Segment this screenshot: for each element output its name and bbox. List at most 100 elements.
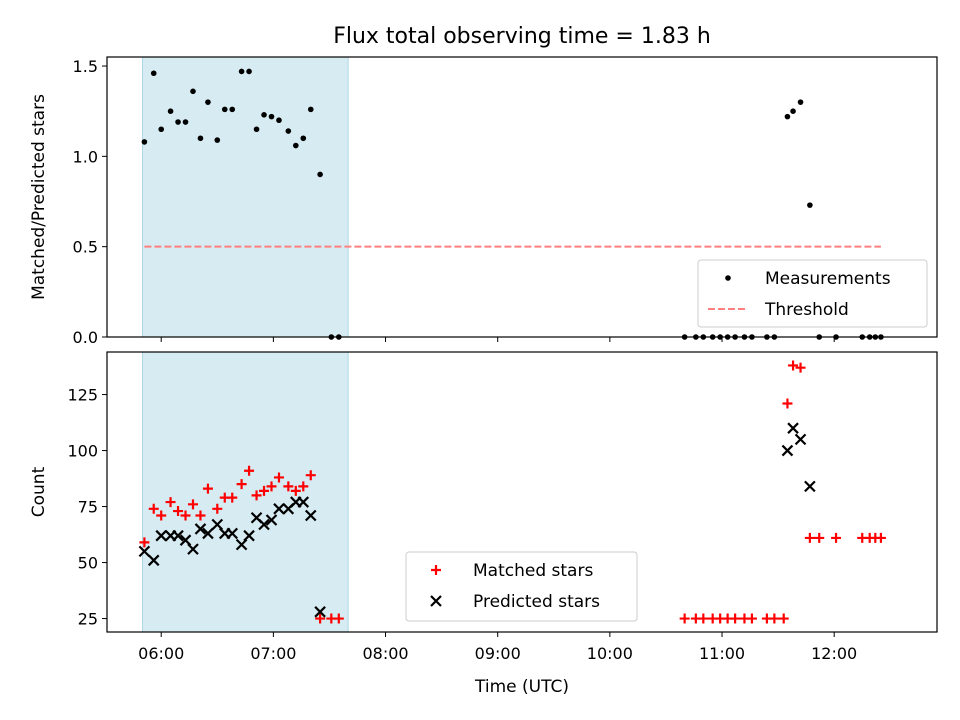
matched-star-point [266,481,277,492]
x-axis-label: Time (UTC) [474,677,569,697]
predicted-star-point [138,545,151,558]
y-tick-label: 125 [67,386,98,405]
x-tick-label: 11:00 [699,644,745,663]
matched-star-point [831,532,842,543]
predicted-star-point [304,509,317,522]
legend-label: Matched stars [473,561,593,581]
measurement-point [190,88,196,95]
measurement-point [797,99,804,105]
y-tick-label: 25 [78,610,98,629]
matched-star-point [156,510,167,521]
predicted-star-point [187,543,199,555]
matched-star-point [814,532,825,543]
legend-frame [697,259,928,328]
matched-star-point [244,465,255,476]
predicted-star-point [804,480,816,493]
matched-star-point [875,532,886,543]
matched-star-point [251,490,262,501]
y-tick-label: 75 [78,498,98,517]
matched-star-point [730,613,741,624]
x-tick-label: 07:00 [250,644,296,663]
predicted-star-point [314,606,326,618]
legend-label: Predicted stars [473,592,600,612]
legend: Measurements Threshold [697,259,928,328]
legend-marker [431,565,441,575]
observing-interval-shade [142,56,349,338]
matched-star-point [236,479,247,490]
y-tick-label: 0.5 [73,238,98,257]
axes-frame [106,56,938,338]
chart-title: Flux total observing time = 1.83 h [333,24,711,49]
predicted-star-point [258,518,270,531]
measurement-point [221,106,228,113]
predicted-star-point [194,523,207,535]
matched-star-point [259,485,270,496]
predicted-star-point [787,422,799,434]
measurement-point [141,139,148,145]
subplot-2: 06:00 07:00 08:00 09:00 10:00 11:00 12:00 25 50 7… [29,351,938,697]
matched-star-point [290,485,301,496]
matched-star-point [195,510,206,521]
matched-star-point [305,470,316,481]
matched-star-point [227,492,238,503]
matched-star-point [679,613,690,624]
y-tick-label: 1.5 [73,57,98,76]
predicted-star-point [147,554,160,567]
matched-star-point [333,613,344,624]
matched-star-point [139,537,150,548]
measurement-point [268,113,275,120]
predicted-star-point [781,444,794,457]
x-tick-label: 09:00 [475,644,521,663]
matched-star-point [180,510,191,521]
measurement-point [276,117,282,124]
matched-star-point [148,503,159,514]
matched-star-point [804,532,815,543]
measurement-point [300,135,307,142]
measurement-point [317,171,323,178]
legend-marker [725,275,731,281]
measurement-point [175,119,181,125]
measurement-point [246,68,252,75]
measurement-point [158,126,165,133]
predicted-star-point [794,433,807,446]
legend-marker [430,595,442,607]
matched-star-point [298,481,309,492]
matched-star-point [746,613,757,624]
predicted-star-point [202,527,214,540]
measurement-point [807,202,813,208]
predicted-star-point [172,529,184,542]
measurement-point [197,135,204,142]
matched-star-point [173,506,184,517]
measurement-point [261,112,267,118]
measurement-point [229,106,236,113]
predicted-star-point [297,496,310,508]
measurement-point [150,70,157,77]
matched-star-point [788,360,799,371]
predicted-star-point [155,529,167,542]
measurement-point [167,108,174,114]
series-matched-stars [139,360,886,624]
predicted-star-point [226,527,239,540]
matched-star-point [795,362,806,373]
series-predicted-stars [138,422,816,618]
measurement-point [790,108,796,114]
x-tick-label: 12:00 [811,644,857,663]
measurement-point [253,126,260,133]
legend-label: Measurements [765,269,891,289]
matched-star-point [778,613,789,624]
matched-star-point [698,613,709,624]
y-tick-label: 50 [78,554,98,573]
matched-star-point [165,497,176,508]
y-tick-label: 100 [67,442,98,461]
matched-star-point [283,481,294,492]
matched-star-point [212,503,223,514]
legend: Matched stars Predicted stars [405,551,638,622]
x-tick-label: 08:00 [362,644,408,663]
measurement-point [205,99,211,105]
matched-star-point [187,499,198,510]
legend-frame [405,551,638,622]
measurement-point [293,142,299,149]
measurement-point [214,137,221,143]
matched-star-point [202,483,213,494]
measurement-point [784,113,791,120]
